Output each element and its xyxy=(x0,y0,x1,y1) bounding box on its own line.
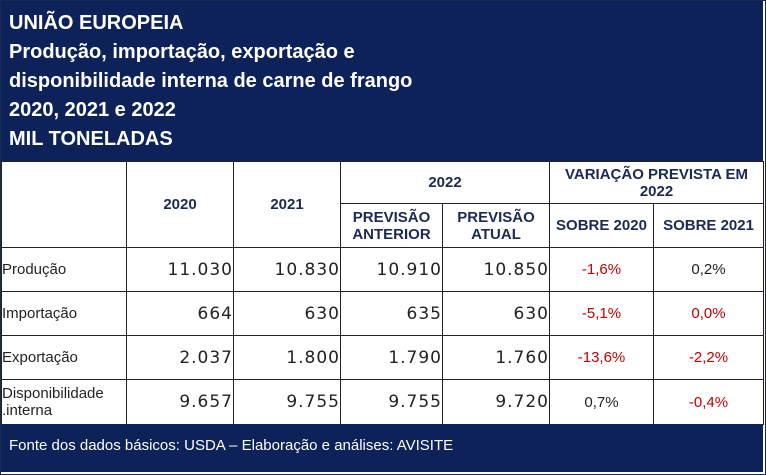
value-previsao-atual: 630 xyxy=(442,291,550,336)
header-years: 2020, 2021 e 2022 xyxy=(9,99,176,121)
table-row: Exportação 2.037 1.800 1.790 1.760 -13,6… xyxy=(1,335,765,380)
sub-header-sobre-2020: SOBRE 2020 xyxy=(549,203,654,248)
row-label: Disponibilidade .interna xyxy=(1,379,127,425)
col-header-2021: 2021 xyxy=(233,161,341,248)
table-header: UNIÃO EUROPEIA Produção, importação, exp… xyxy=(1,1,763,161)
variation-sobre-2021: -2,2% xyxy=(652,335,765,380)
value-2020: 9.657 xyxy=(126,379,234,425)
value-previsao-anterior: 10.910 xyxy=(340,247,443,292)
header-region: UNIÃO EUROPEIA xyxy=(9,12,184,34)
variation-sobre-2021: 0,2% xyxy=(652,247,765,292)
value-2020: 2.037 xyxy=(126,335,234,380)
data-table: 2020 2021 2022 VARIAÇÃO PREVISTA EM 2022… xyxy=(1,161,765,425)
variation-sobre-2020: -5,1% xyxy=(549,291,654,336)
sub-header-previsao-anterior: PREVISÃO ANTERIOR xyxy=(340,203,443,248)
corner-cell xyxy=(1,161,127,248)
table-row: Produção 11.030 10.830 10.910 10.850 -1,… xyxy=(1,247,765,292)
variation-sobre-2021: 0,0% xyxy=(652,291,765,336)
col-header-2020: 2020 xyxy=(126,161,234,248)
variation-sobre-2020: 0,7% xyxy=(549,379,654,425)
variation-sobre-2020: -1,6% xyxy=(549,247,654,292)
value-previsao-anterior: 9.755 xyxy=(340,379,443,425)
header-subject-cont: disponibilidade interna de carne de fran… xyxy=(9,70,413,92)
value-2021: 1.800 xyxy=(233,335,341,380)
header-subject: Produção, importação, exportação e xyxy=(9,41,355,63)
variation-sobre-2020: -13,6% xyxy=(549,335,654,380)
value-2021: 10.830 xyxy=(233,247,341,292)
value-previsao-atual: 10.850 xyxy=(442,247,550,292)
source-note: Fonte dos dados básicos: USDA – Elaboraç… xyxy=(9,437,454,454)
col-header-variacao: VARIAÇÃO PREVISTA EM 2022 xyxy=(548,161,765,204)
row-label: Produção xyxy=(1,247,127,292)
table-footer: Fonte dos dados básicos: USDA – Elaboraç… xyxy=(1,424,763,472)
value-2020: 664 xyxy=(126,291,234,336)
row-label: Importação xyxy=(1,291,127,336)
header-unit: MIL TONELADAS xyxy=(9,128,173,150)
col-header-2022: 2022 xyxy=(340,161,550,204)
table-row: Disponibilidade .interna 9.657 9.755 9.7… xyxy=(1,379,765,425)
value-previsao-atual: 1.760 xyxy=(442,335,550,380)
sub-header-sobre-2021: SOBRE 2021 xyxy=(652,203,765,248)
value-2021: 630 xyxy=(233,291,341,336)
value-2020: 11.030 xyxy=(126,247,234,292)
value-2021: 9.755 xyxy=(233,379,341,425)
table-row: Importação 664 630 635 630 -5,1% 0,0% xyxy=(1,291,765,336)
sub-header-previsao-atual: PREVISÃO ATUAL xyxy=(442,203,550,248)
row-label: Exportação xyxy=(1,335,127,380)
value-previsao-anterior: 635 xyxy=(340,291,443,336)
variation-sobre-2021: -0,4% xyxy=(652,379,765,425)
value-previsao-atual: 9.720 xyxy=(442,379,550,425)
value-previsao-anterior: 1.790 xyxy=(340,335,443,380)
